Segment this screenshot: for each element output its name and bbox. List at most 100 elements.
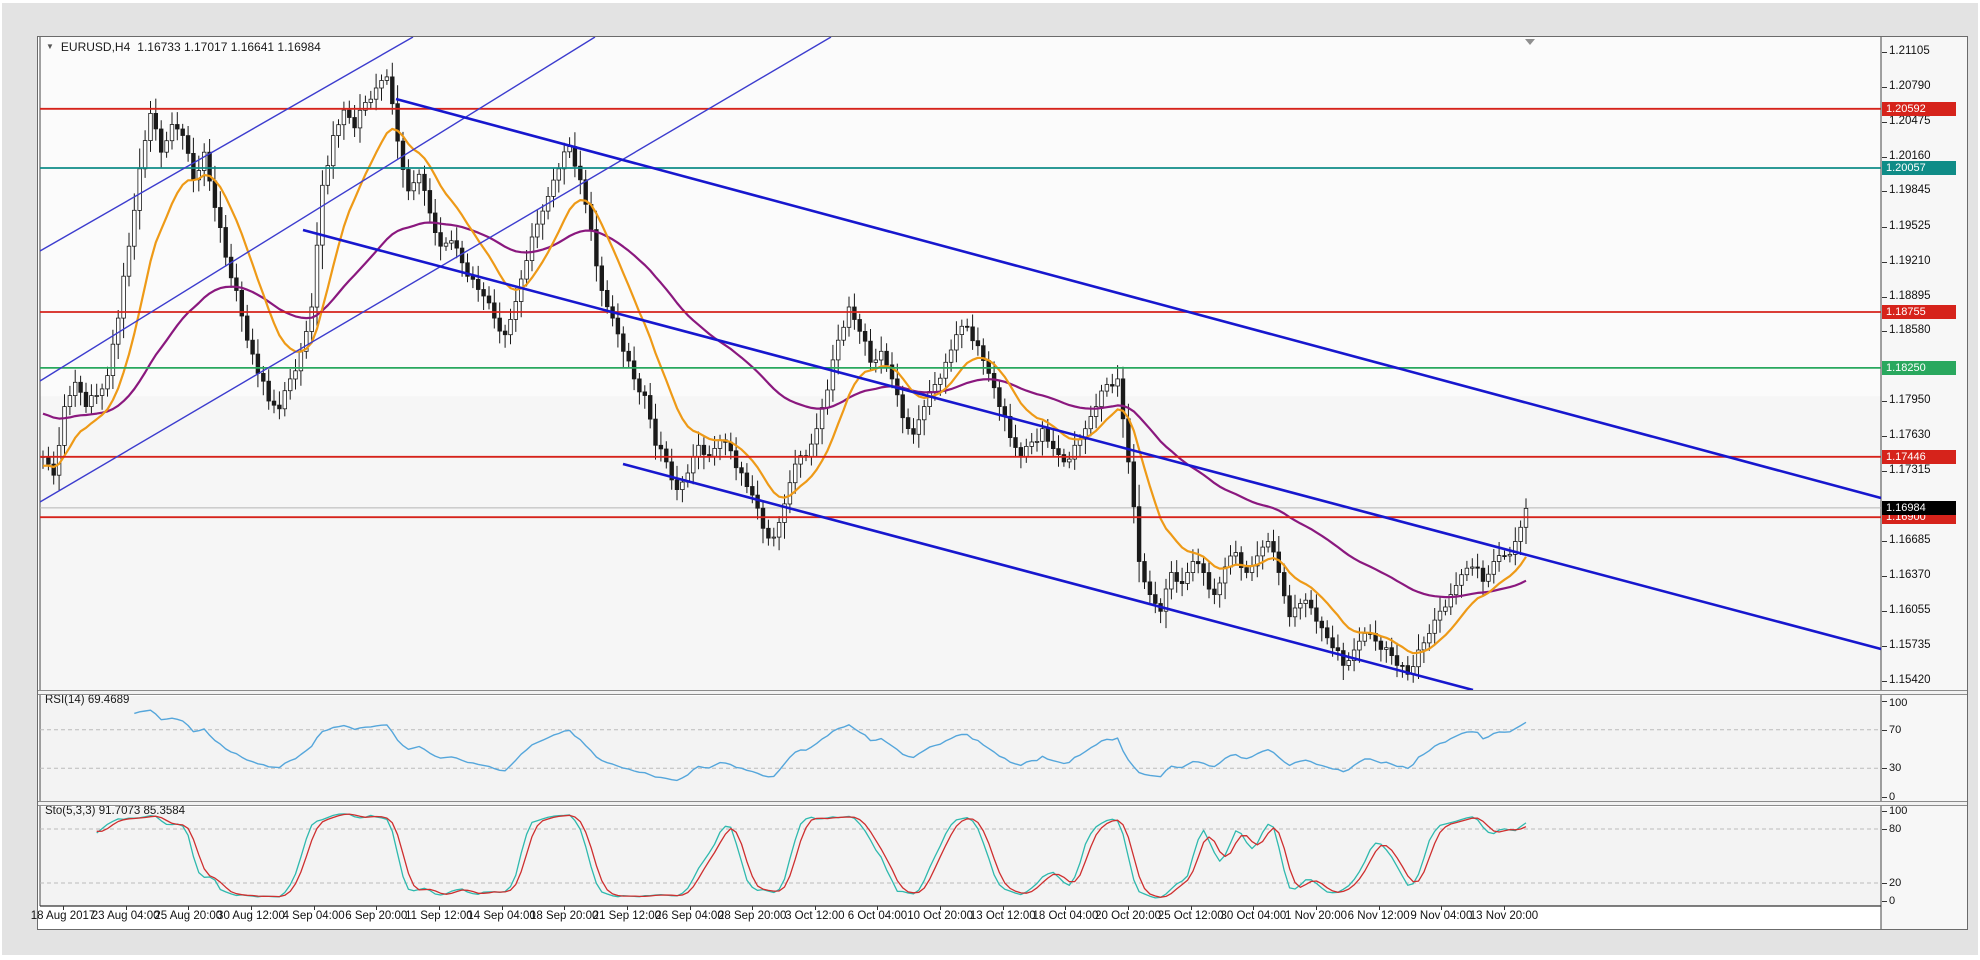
stochastic-axis-label: 80 [1889,823,1902,835]
price-axis-tick [1882,610,1887,612]
price-axis-tick [1882,261,1887,263]
price-axis-tick [1882,156,1887,158]
rsi-indicator-label: RSI(14) 69.4689 [45,694,130,706]
time-axis-tick [376,906,378,910]
price-axis-label: 1.21105 [1889,45,1930,58]
time-axis-tick [1002,906,1004,910]
price-axis-label: 1.15735 [1889,639,1931,652]
time-axis-tick [1128,906,1130,910]
time-axis-label: 18 Sep 20:00 [529,910,599,922]
stochastic-axis-tick [1882,883,1887,884]
time-axis-label: 6 Nov 12:00 [1347,910,1410,922]
price-axis-label: 1.19210 [1889,254,1931,267]
time-axis-label: 18 Aug 2017 [30,910,96,922]
stochastic-axis-tick [1882,901,1887,902]
price-axis-tick [1882,86,1887,88]
desktop-background: ▼ EURUSD,H4 1.16733 1.17017 1.16641 1.16… [2,3,1978,955]
time-axis-label: 13 Nov 20:00 [1469,910,1539,922]
stochastic-axis-label: 0 [1889,895,1896,907]
price-axis-label: 1.18895 [1889,289,1931,302]
price-axis-tick [1882,471,1887,473]
price-axis-label: 1.16685 [1889,533,1931,546]
price-axis-label: 1.16370 [1889,568,1931,581]
price-axis-label: 1.17315 [1889,464,1931,477]
price-axis-label: 1.19525 [1889,219,1931,232]
price-axis-tick [1882,226,1887,228]
chart-ohlc-values: 1.16733 1.17017 1.16641 1.16984 [137,40,321,54]
chart-symbol-timeframe: EURUSD,H4 [60,40,131,54]
time-axis-tick [814,906,816,910]
chart-window: ▼ EURUSD,H4 1.16733 1.17017 1.16641 1.16… [31,36,1968,930]
stochastic-indicator-label: Sto(5,3,3) 91.7073 85.3584 [45,805,186,817]
time-axis-label: 11 Sep 12:00 [405,910,473,922]
price-axis-tick [1882,52,1887,54]
time-axis-label: 25 Aug 20:00 [154,910,223,922]
panel-separator[interactable] [38,690,1967,695]
time-axis-tick [1190,906,1192,910]
time-axis-label: 26 Sep 04:00 [655,910,724,922]
price-axis-label: 1.17950 [1889,394,1931,407]
chart-canvas[interactable] [38,37,1967,929]
rsi-axis-tick [1882,768,1887,770]
chart-dropdown-icon[interactable]: ▼ [46,42,54,51]
time-axis-label: 1 Nov 20:00 [1285,910,1348,922]
time-axis-label: 10 Oct 20:00 [907,910,974,922]
time-axis-tick [125,906,127,910]
price-axis-tick [1882,191,1887,193]
time-axis-tick [877,906,879,910]
time-axis-tick [501,906,503,910]
time-axis-label: 20 Oct 20:00 [1095,910,1161,922]
time-axis-tick [564,906,566,910]
price-axis-tick [1882,121,1887,123]
rsi-axis-tick [1882,729,1887,731]
price-level-badge: 1.20057 [1882,160,1956,175]
stochastic-axis-tick [1882,811,1887,812]
price-axis-tick [1882,680,1887,682]
price-axis-tick [1882,436,1887,438]
time-axis-tick [438,906,440,910]
time-axis-tick [940,906,942,910]
time-axis-label: 4 Sep 04:00 [282,910,345,922]
time-axis-tick [752,906,754,910]
price-axis-tick [1882,540,1887,542]
stochastic-axis-label: 100 [1889,805,1908,817]
price-axis-tick [1882,646,1887,648]
time-axis-label: 6 Oct 04:00 [847,910,908,922]
rsi-axis-label: 30 [1889,762,1902,775]
time-axis-label: 28 Sep 20:00 [717,910,787,922]
price-level-badge: 1.18755 [1882,305,1956,319]
price-axis-tick [1882,575,1887,577]
current-price-badge: 1.16984 [1882,500,1956,515]
panel-separator[interactable] [38,801,1967,806]
price-axis-label: 1.20790 [1889,79,1931,92]
time-axis-label: 18 Oct 04:00 [1032,910,1099,922]
time-axis-tick [250,906,252,910]
time-axis-label: 30 Oct 04:00 [1220,910,1287,922]
time-axis-label: 14 Sep 04:00 [467,910,536,922]
price-axis-tick [1882,331,1887,333]
time-axis-tick [1316,906,1318,910]
time-axis-label: 13 Oct 12:00 [969,910,1036,922]
price-axis-tick [1882,296,1887,298]
chart-shift-marker-icon[interactable] [1525,39,1535,45]
rsi-axis-tick [1882,701,1887,702]
price-axis-label: 1.17630 [1889,429,1931,442]
price-axis-label: 1.20160 [1889,149,1931,162]
price-axis-label: 1.19845 [1889,184,1931,197]
time-axis-tick [63,906,64,910]
time-axis-label: 21 Sep 12:00 [592,910,662,922]
time-axis-label: 30 Aug 12:00 [217,910,285,922]
time-axis-tick [1378,906,1380,910]
time-axis-label: 25 Oct 12:00 [1157,910,1224,922]
stochastic-axis-tick [1882,829,1887,830]
rsi-axis-label: 70 [1889,723,1902,736]
rsi-axis-tick [1882,797,1887,798]
rsi-axis-label: 0 [1889,791,1896,803]
time-axis-tick [1253,906,1255,910]
price-axis-label: 1.15420 [1889,673,1931,686]
price-axis-label: 1.16055 [1889,603,1931,616]
time-axis-tick [1504,906,1505,910]
price-level-badge: 1.17446 [1882,449,1956,464]
price-level-badge: 1.18250 [1882,360,1956,375]
time-axis-label: 3 Oct 12:00 [785,910,845,922]
